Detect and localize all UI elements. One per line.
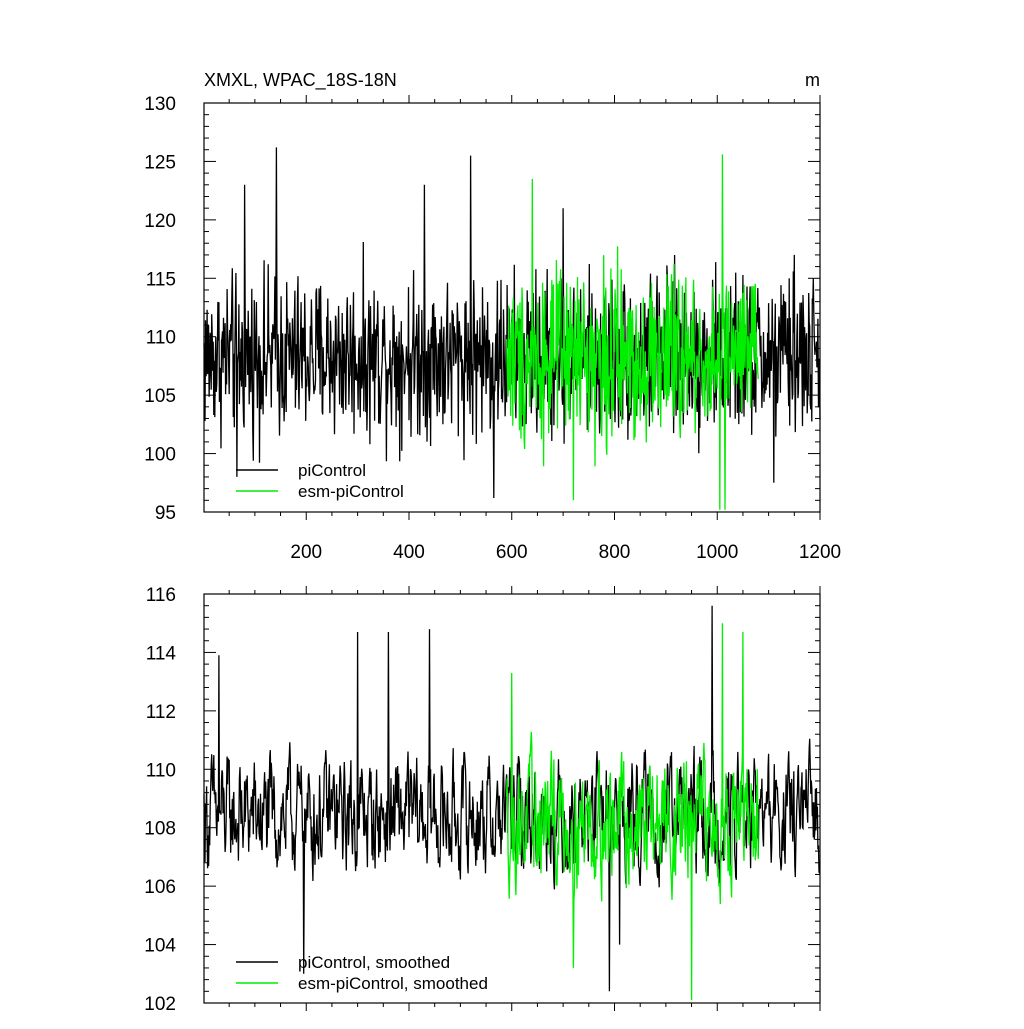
legend-label: esm-piControl xyxy=(298,482,404,501)
y-tick-label: 114 xyxy=(146,643,177,664)
y-tick-label: 125 xyxy=(144,152,176,173)
y-tick-label: 104 xyxy=(144,936,176,957)
y-tick-label: 110 xyxy=(146,760,176,781)
series-line-1 xyxy=(505,154,759,510)
x-tick-label: 600 xyxy=(496,542,528,563)
legend-label: esm-piControl, smoothed xyxy=(298,974,488,993)
y-tick-label: 100 xyxy=(144,445,176,466)
x-tick-label: 800 xyxy=(599,542,631,563)
legend-label: piControl xyxy=(298,461,366,480)
y-tick-label: 110 xyxy=(146,328,176,349)
legend-label: piControl, smoothed xyxy=(298,953,450,972)
x-tick-label: 1000 xyxy=(696,542,738,563)
units-label: m xyxy=(805,70,820,90)
x-tick-label: 200 xyxy=(290,542,322,563)
y-tick-label: 130 xyxy=(144,94,176,115)
y-tick-label: 95 xyxy=(155,503,176,524)
series-line-1 xyxy=(505,623,759,1001)
y-tick-label: 106 xyxy=(144,877,176,898)
y-tick-label: 105 xyxy=(144,386,176,407)
y-tick-label: 108 xyxy=(144,819,176,840)
bottom-panel: 102 104 106 108 110 112 114 116 piControl, smoot… xyxy=(144,585,821,1015)
x-tick-label: 400 xyxy=(393,542,425,563)
y-tick-label: 102 xyxy=(144,994,176,1015)
x-tick-label: 1200 xyxy=(799,542,841,563)
y-tick-label: 115 xyxy=(146,269,176,290)
y-tick-label: 112 xyxy=(146,702,176,723)
plot-frame xyxy=(203,102,821,513)
top-panel: 200 400 600 800 1000 1200 95 100 105 110 115 120 125… xyxy=(144,94,841,563)
y-tick-label: 120 xyxy=(144,211,176,232)
y-tick-label: 116 xyxy=(146,585,176,606)
figure-title: XMXL, WPAC_18S-18N xyxy=(204,70,397,91)
